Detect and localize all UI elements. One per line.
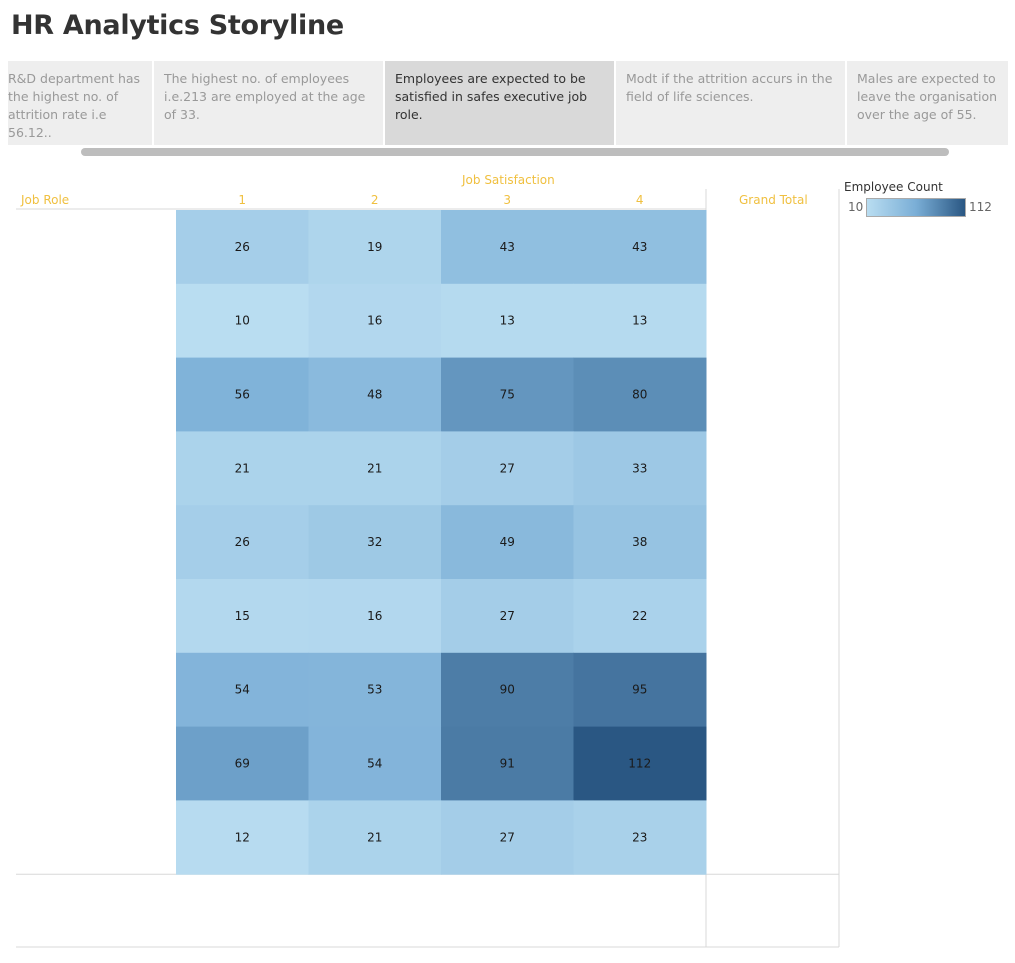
heatmap-cell[interactable]: [573, 283, 707, 359]
story-point-5[interactable]: Males are expected to leave the organisa…: [847, 61, 1008, 145]
heatmap-cell[interactable]: [176, 726, 309, 801]
heatmap-cell[interactable]: [308, 800, 442, 875]
heatmap-cell[interactable]: [441, 210, 574, 285]
page-title: HR Analytics Storyline: [11, 10, 344, 41]
cell-value-label: 13: [632, 314, 647, 328]
heatmap-cell[interactable]: [441, 283, 574, 359]
cell-value-label: 16: [367, 609, 382, 623]
heatmap-cell[interactable]: [308, 431, 442, 506]
legend-title: Employee Count: [844, 180, 943, 194]
heatmap-cell[interactable]: [308, 283, 442, 359]
cell-value-label: 112: [628, 757, 651, 771]
column-label-1: 1: [238, 193, 246, 207]
cell-value-label: 75: [500, 388, 515, 402]
cell-value-label: 69: [235, 757, 250, 771]
cell-value-label: 91: [500, 757, 515, 771]
heatmap-cell[interactable]: [308, 579, 442, 654]
heatmap-cell[interactable]: [176, 800, 309, 875]
heatmap-cell[interactable]: [573, 505, 707, 580]
cell-value-label: 48: [367, 388, 382, 402]
cell-value-label: 13: [500, 314, 515, 328]
cell-value-label: 10: [235, 314, 250, 328]
cell-value-label: 19: [367, 240, 382, 254]
heatmap-cell[interactable]: [441, 652, 574, 728]
heatmap-cell[interactable]: [176, 652, 309, 728]
story-navigator: R&D department has the highest no. of at…: [8, 61, 1008, 145]
grand-total-header: Grand Total: [739, 193, 808, 207]
cell-value-label: 95: [632, 683, 647, 697]
heatmap-cell[interactable]: [176, 431, 309, 506]
heatmap-cell[interactable]: [573, 800, 707, 875]
heatmap-cell[interactable]: [573, 431, 707, 506]
heatmap-cell[interactable]: [308, 652, 442, 728]
heatmap-cell[interactable]: [573, 652, 707, 728]
cell-value-label: 27: [500, 609, 515, 623]
cell-value-label: 80: [632, 388, 647, 402]
cell-value-label: 16: [367, 314, 382, 328]
heatmap-cell[interactable]: [573, 579, 707, 654]
story-scrollbar[interactable]: [81, 148, 949, 156]
cell-value-label: 43: [632, 240, 647, 254]
row-header: Job Role: [21, 193, 70, 207]
heatmap-cell[interactable]: [308, 726, 442, 801]
column-label-3: 3: [503, 193, 511, 207]
heatmap-cell[interactable]: [441, 357, 574, 432]
legend-max-label: 112: [969, 200, 992, 214]
heatmap-cell[interactable]: [176, 505, 309, 580]
cell-value-label: 22: [632, 609, 647, 623]
heatmap-cell[interactable]: [441, 505, 574, 580]
cell-value-label: 32: [367, 535, 382, 549]
cell-value-label: 54: [367, 757, 382, 771]
cell-value-label: 26: [235, 535, 250, 549]
column-label-4: 4: [636, 193, 644, 207]
legend-color-ramp: [866, 198, 966, 217]
story-point-2[interactable]: The highest no. of employees i.e.213 are…: [154, 61, 383, 145]
cell-value-label: 15: [235, 609, 250, 623]
cell-value-label: 12: [235, 830, 250, 844]
cell-value-label: 54: [235, 683, 250, 697]
story-point-4[interactable]: Modt if the attrition accurs in the fiel…: [616, 61, 845, 145]
cell-value-label: 49: [500, 535, 515, 549]
column-label-2: 2: [371, 193, 379, 207]
story-point-1[interactable]: R&D department has the highest no. of at…: [8, 61, 152, 145]
cell-value-label: 23: [632, 830, 647, 844]
heatmap-cell[interactable]: [176, 210, 309, 285]
cell-value-label: 21: [367, 461, 382, 475]
heatmap-cell[interactable]: [176, 579, 309, 654]
heatmap-cell[interactable]: [441, 579, 574, 654]
cell-value-label: 38: [632, 535, 647, 549]
cell-value-label: 90: [500, 683, 515, 697]
heatmap-cell[interactable]: [308, 210, 442, 285]
legend-min-label: 10: [848, 200, 864, 214]
heatmap-cell[interactable]: [441, 726, 574, 801]
column-group-label: Job Satisfaction: [462, 173, 555, 187]
cell-value-label: 26: [235, 240, 250, 254]
cell-value-label: 21: [235, 461, 250, 475]
heatmap-cell[interactable]: [441, 431, 574, 506]
heatmap-cell[interactable]: [573, 726, 707, 801]
heatmap-cell[interactable]: [441, 800, 574, 875]
heatmap-cell[interactable]: [176, 283, 309, 359]
heatmap-cell[interactable]: [573, 357, 707, 432]
story-point-3[interactable]: Employees are expected to be satisfied i…: [385, 61, 614, 145]
cell-value-label: 53: [367, 683, 382, 697]
heatmap-cell[interactable]: [308, 357, 442, 432]
heatmap-cell[interactable]: [308, 505, 442, 580]
cell-value-label: 33: [632, 461, 647, 475]
heatmap-cell[interactable]: [176, 357, 309, 432]
cell-value-label: 27: [500, 830, 515, 844]
cell-value-label: 56: [235, 388, 250, 402]
heatmap-cell[interactable]: [573, 210, 707, 285]
cell-value-label: 27: [500, 461, 515, 475]
cell-value-label: 21: [367, 830, 382, 844]
cell-value-label: 43: [500, 240, 515, 254]
